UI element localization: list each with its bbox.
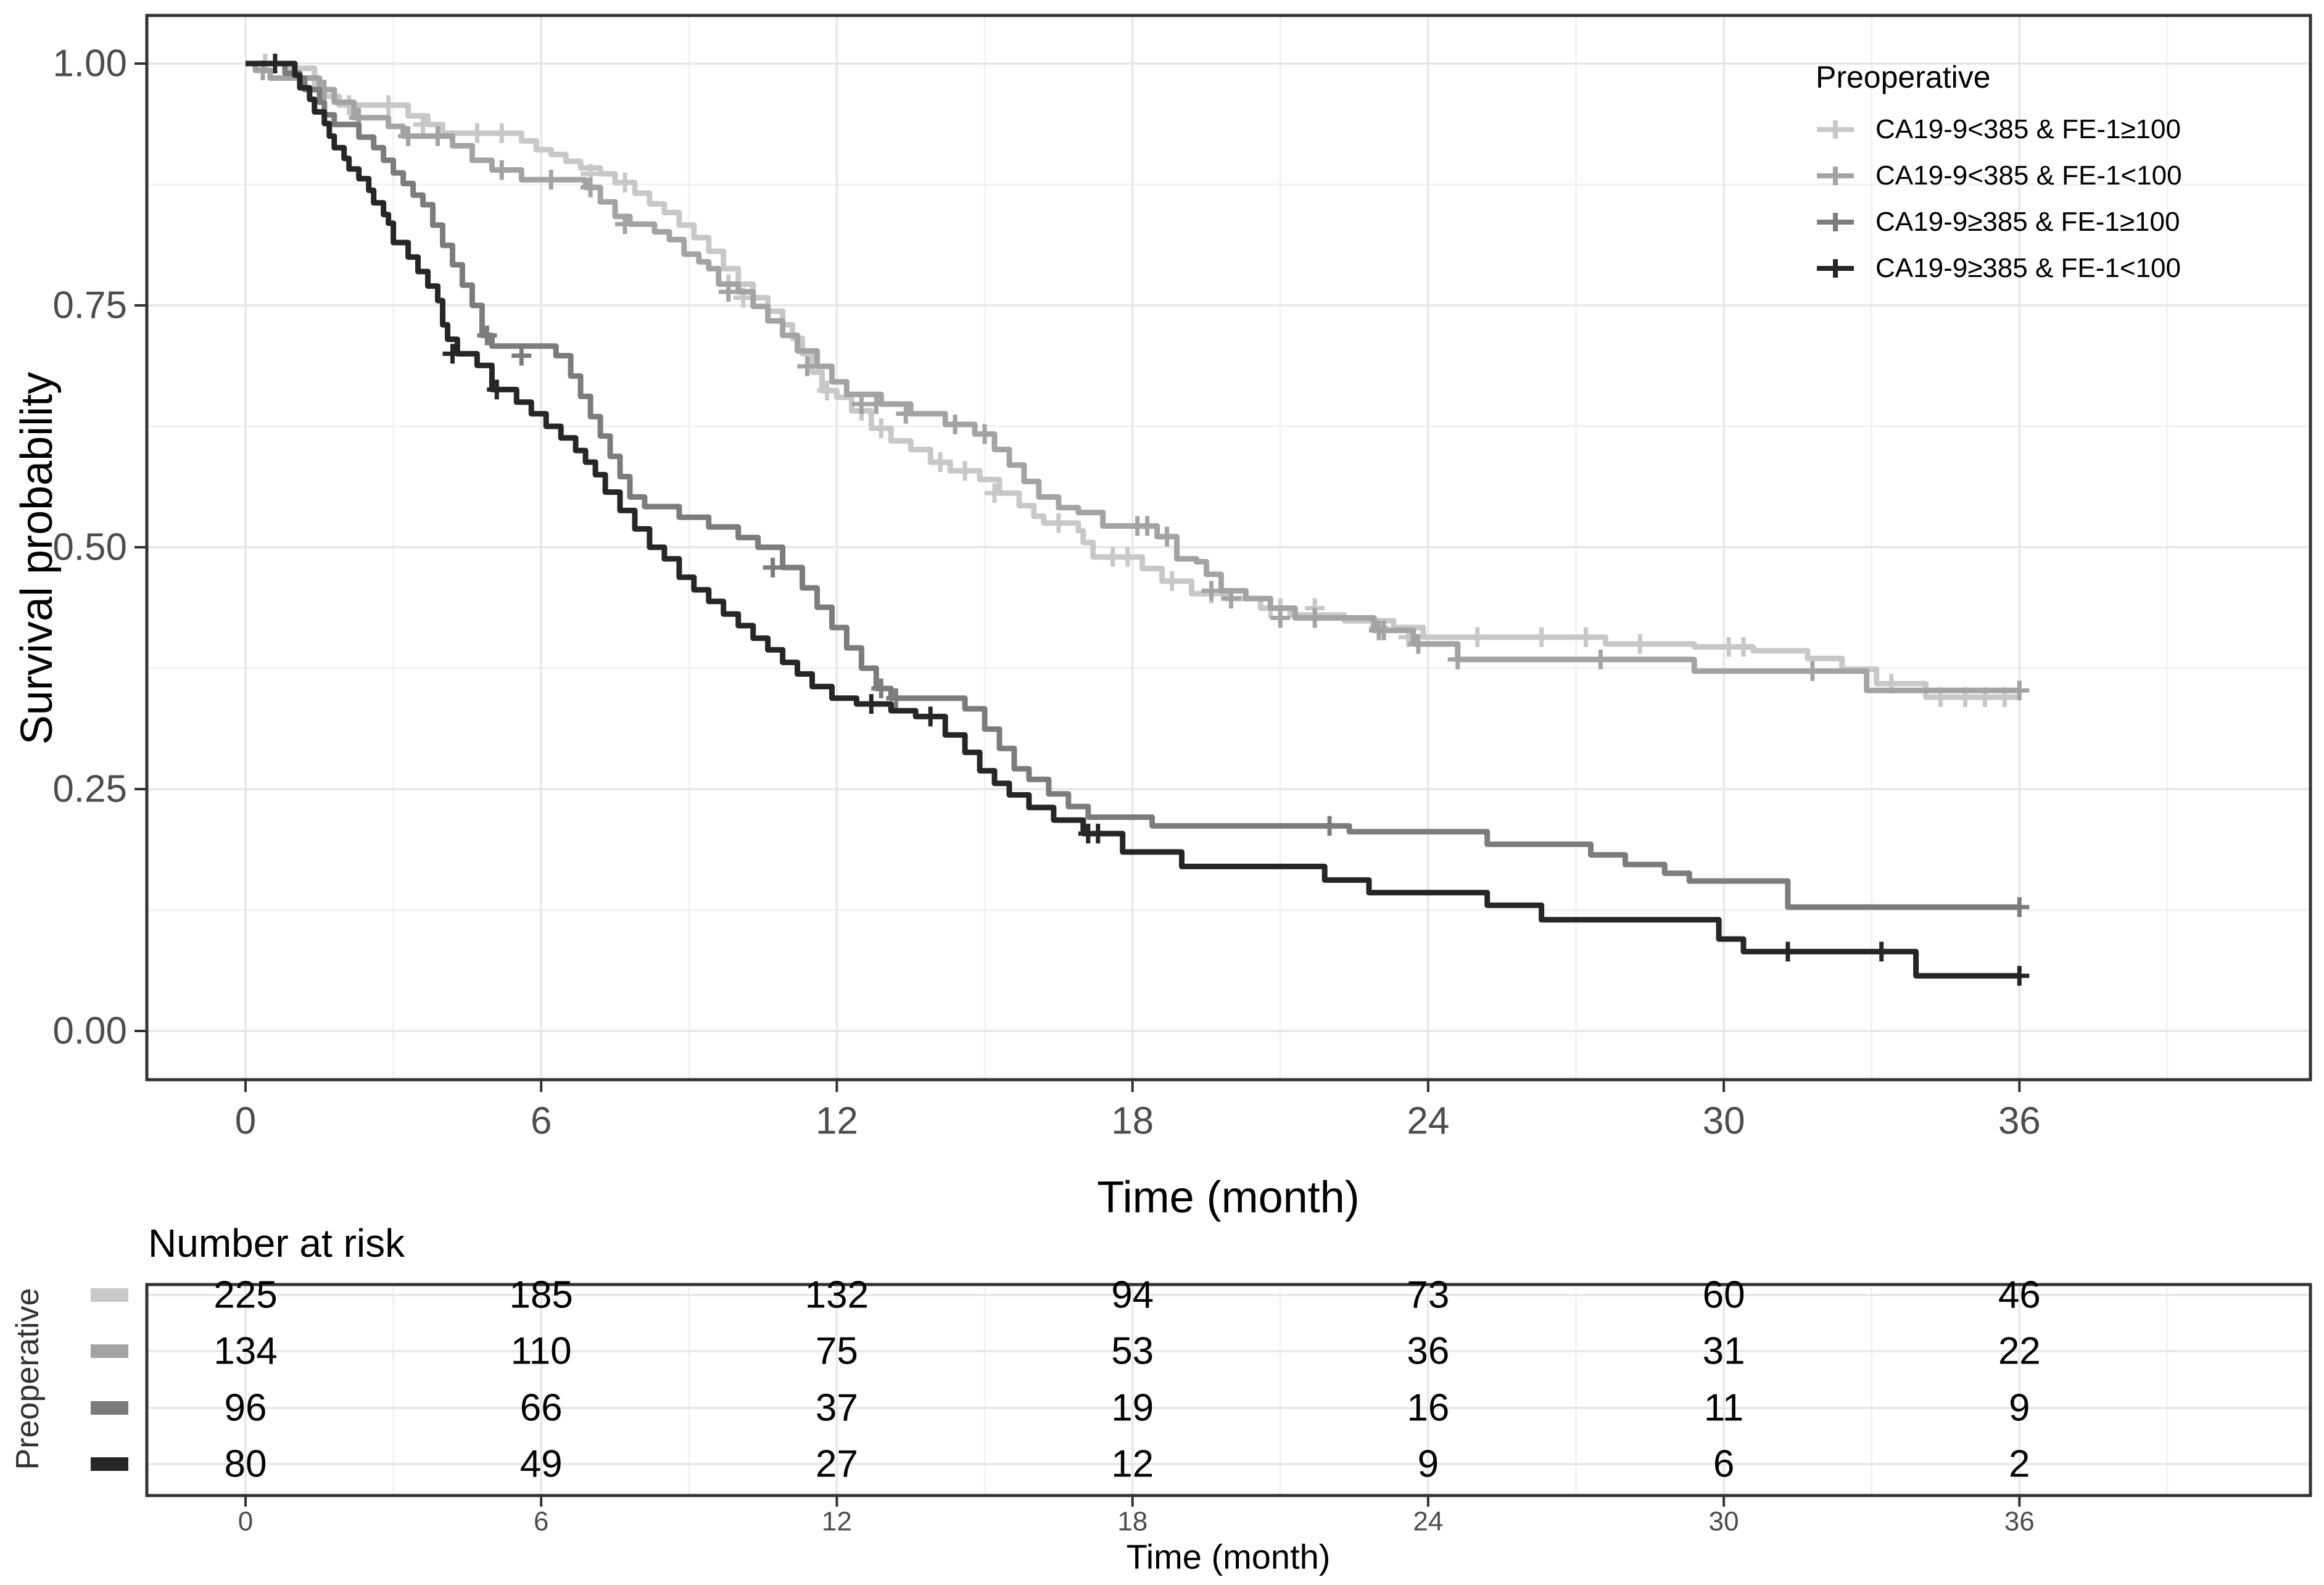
risk-count: 9 xyxy=(1418,1443,1439,1486)
x-axis-tick-label: 24 xyxy=(1407,1100,1449,1143)
risk-count: 49 xyxy=(520,1443,563,1486)
legend-title: Preoperative xyxy=(1816,60,1991,94)
risk-table-left-label: Preoperative xyxy=(10,1288,46,1470)
survival-curve-1 xyxy=(246,60,2020,693)
risk-row-swatch xyxy=(91,1457,128,1471)
risk-table-title: Number at risk xyxy=(148,1221,405,1265)
x-axis-tick-label: 0 xyxy=(235,1100,256,1143)
y-axis-tick-label: 1.00 xyxy=(52,43,127,85)
censor-marks-3 xyxy=(265,54,2030,986)
survival-curve-0 xyxy=(246,60,2020,700)
risk-row-swatch xyxy=(91,1344,128,1358)
y-axis-tick-label: 0.25 xyxy=(52,768,127,811)
risk-x-axis-tick-label: 12 xyxy=(822,1507,852,1537)
censor-marks-2 xyxy=(477,325,2030,917)
legend-item-label: CA19-9<385 & FE-1≥100 xyxy=(1875,114,2181,144)
risk-count: 185 xyxy=(509,1274,573,1317)
risk-count: 37 xyxy=(816,1387,858,1430)
risk-count: 110 xyxy=(511,1330,572,1373)
risk-count: 134 xyxy=(213,1330,277,1373)
risk-panel-border xyxy=(145,1283,2312,1497)
risk-count: 22 xyxy=(1998,1330,2041,1373)
censor-marks-1 xyxy=(253,60,2030,701)
x-axis-tick-label: 30 xyxy=(1703,1100,1745,1143)
risk-count: 132 xyxy=(805,1274,869,1317)
y-axis-title: Survival probability xyxy=(12,371,62,745)
y-axis-tick-label: 0.75 xyxy=(52,284,127,327)
risk-count: 6 xyxy=(1713,1443,1734,1486)
risk-row-swatch xyxy=(91,1401,128,1415)
risk-count: 60 xyxy=(1703,1274,1745,1317)
risk-count: 73 xyxy=(1407,1274,1449,1317)
risk-count: 31 xyxy=(1703,1330,1745,1373)
censor-marks-0 xyxy=(255,54,2015,707)
x-axis-tick-label: 18 xyxy=(1111,1100,1154,1143)
x-axis-tick-label: 6 xyxy=(531,1100,552,1143)
legend-item-label: CA19-9≥385 & FE-1≥100 xyxy=(1875,207,2180,237)
survival-curve-3 xyxy=(246,60,2020,979)
risk-count: 75 xyxy=(816,1330,858,1373)
risk-x-axis-tick-label: 6 xyxy=(534,1507,548,1537)
survival-curve-2 xyxy=(246,60,2020,910)
risk-count: 46 xyxy=(1998,1274,2041,1317)
risk-count: 12 xyxy=(1111,1443,1154,1486)
risk-count: 2 xyxy=(2009,1443,2030,1486)
x-axis-tick-label: 36 xyxy=(1998,1100,2041,1143)
risk-x-axis-tick-label: 18 xyxy=(1117,1507,1148,1537)
risk-count: 53 xyxy=(1111,1330,1154,1373)
risk-table-x-axis-title: Time (month) xyxy=(1126,1537,1331,1576)
risk-count: 94 xyxy=(1111,1274,1154,1317)
risk-x-axis-tick-label: 36 xyxy=(2004,1507,2035,1537)
risk-count: 36 xyxy=(1407,1330,1449,1373)
risk-count: 80 xyxy=(225,1443,267,1486)
risk-count: 9 xyxy=(2009,1387,2030,1430)
risk-count: 96 xyxy=(225,1387,267,1430)
legend-item-label: CA19-9<385 & FE-1<100 xyxy=(1875,160,2182,191)
y-axis-tick-label: 0.00 xyxy=(52,1010,127,1053)
risk-row-swatch xyxy=(91,1288,128,1302)
y-axis-tick-label: 0.50 xyxy=(52,526,127,569)
x-axis-tick-label: 12 xyxy=(816,1100,858,1143)
risk-count: 225 xyxy=(213,1274,277,1317)
risk-count: 27 xyxy=(816,1443,858,1486)
risk-count: 19 xyxy=(1111,1387,1154,1430)
risk-x-axis-tick-label: 24 xyxy=(1413,1507,1443,1537)
x-axis-title: Time (month) xyxy=(1097,1173,1360,1222)
risk-count: 11 xyxy=(1704,1387,1743,1430)
risk-x-axis-tick-label: 30 xyxy=(1709,1507,1739,1537)
risk-count: 66 xyxy=(520,1387,563,1430)
risk-x-axis-tick-label: 0 xyxy=(238,1507,253,1537)
risk-count: 16 xyxy=(1407,1387,1449,1430)
legend-item-label: CA19-9≥385 & FE-1<100 xyxy=(1875,253,2181,283)
